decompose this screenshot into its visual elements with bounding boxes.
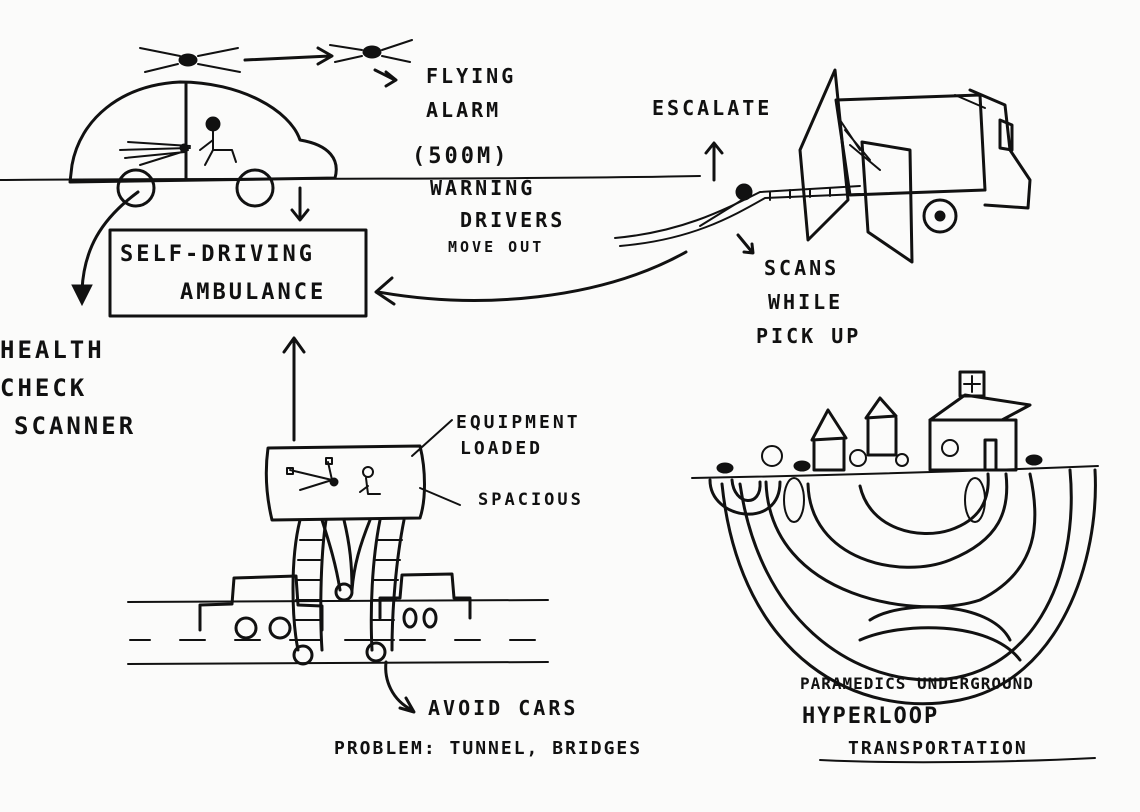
drone-icon bbox=[139, 47, 241, 73]
label-pick-up: PICK UP bbox=[756, 324, 862, 348]
label-scanner: SCANNER bbox=[14, 412, 137, 440]
label-ambulance: AMBULANCE bbox=[180, 280, 327, 305]
drone-icon bbox=[329, 39, 413, 63]
label-while: WHILE bbox=[768, 290, 844, 314]
car-icon bbox=[198, 574, 324, 640]
hyperloop-tunnel-icon bbox=[691, 465, 1099, 706]
label-scans: SCANS bbox=[764, 256, 840, 280]
label-range: (500M) bbox=[412, 144, 510, 169]
label-escalate: ESCALATE bbox=[652, 96, 773, 120]
car-icon bbox=[68, 80, 338, 208]
label-avoid-cars: AVOID CARS bbox=[428, 696, 579, 720]
label-alarm: ALARM bbox=[426, 98, 502, 122]
label-equipment: EQUIPMENT bbox=[456, 412, 581, 433]
label-transportation: TRANSPORTATION bbox=[848, 738, 1028, 759]
label-move-out: MOVE OUT bbox=[448, 238, 545, 256]
label-check: CHECK bbox=[0, 374, 88, 402]
label-hyperloop: HYPERLOOP bbox=[802, 704, 940, 729]
hospital-icon bbox=[716, 370, 1043, 474]
car-icon bbox=[378, 572, 472, 629]
label-self-driving: SELF-DRIVING bbox=[120, 242, 315, 267]
label-warning: WARNING bbox=[430, 176, 536, 200]
label-drivers: DRIVERS bbox=[460, 208, 566, 232]
ambulance-truck-icon bbox=[798, 68, 1032, 264]
label-loaded: LOADED bbox=[460, 438, 544, 459]
label-paramedics-underground: PARAMEDICS UNDERGROUND bbox=[800, 674, 1034, 693]
label-health: HEALTH bbox=[0, 336, 105, 364]
label-spacious: SPACIOUS bbox=[478, 490, 584, 510]
label-problem: PROBLEM: TUNNEL, BRIDGES bbox=[334, 738, 643, 759]
label-flying: FLYING bbox=[426, 64, 517, 88]
walker-vehicle-icon bbox=[264, 419, 461, 666]
